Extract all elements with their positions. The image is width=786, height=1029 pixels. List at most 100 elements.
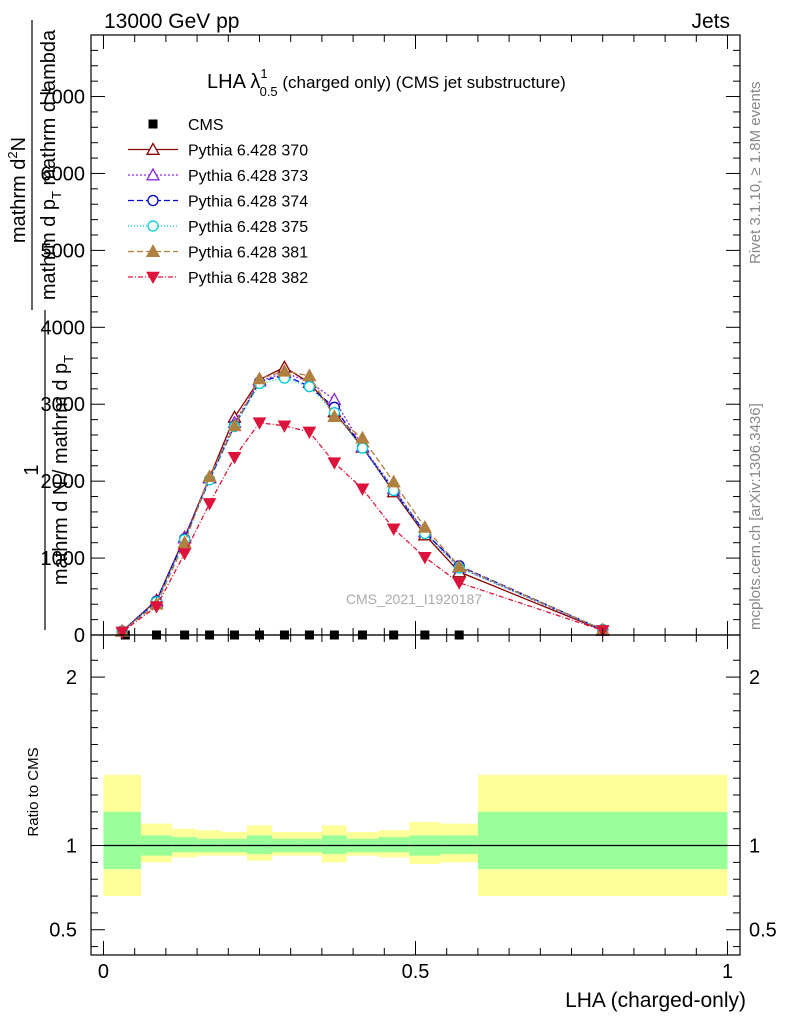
ylabel-numerator-bottom: mathrm d pT mathrm d lambda xyxy=(38,29,64,300)
legend-label: Pythia 6.428 382 xyxy=(188,270,308,287)
series-5-line xyxy=(121,370,603,632)
legend-item: Pythia 6.428 373 xyxy=(128,167,308,185)
legend-item: CMS xyxy=(148,117,224,134)
series-6-point xyxy=(227,452,242,465)
legend-label: Pythia 6.428 381 xyxy=(188,245,308,262)
rivet-version-label: Rivet 3.1.10, ≥ 1.8M events xyxy=(747,82,764,265)
legend-item: Pythia 6.428 382 xyxy=(128,270,308,287)
main-x-ticks xyxy=(102,35,729,635)
y-tick-label: 4000 xyxy=(41,317,86,339)
ratio-y-tick-label: 2 xyxy=(66,667,77,689)
series-5-point xyxy=(386,474,401,488)
y-tick-label: 6000 xyxy=(41,163,86,185)
series-6-point xyxy=(327,457,342,470)
series-5-point xyxy=(177,535,192,549)
series-6-point xyxy=(252,417,267,430)
ratio-band-inner xyxy=(321,835,347,854)
legend-marker xyxy=(147,194,159,207)
y-tick-label: 7000 xyxy=(41,87,86,109)
legend-marker xyxy=(147,220,159,232)
ratio-y-tick-label: 0.5 xyxy=(49,920,77,942)
legend-label: Pythia 6.428 375 xyxy=(188,219,308,236)
main-y-ticks: 0 1000 2000 3000 4000 5000 6000 7000 xyxy=(41,34,740,647)
series-6-point xyxy=(115,626,130,639)
ratio-y-tick-label: 1 xyxy=(66,836,77,858)
legend-label: Pythia 6.428 374 xyxy=(188,194,308,211)
series-6-point xyxy=(149,601,164,614)
series-6-point xyxy=(452,577,467,590)
legend-label: CMS xyxy=(188,117,224,134)
series-6-point xyxy=(177,548,192,561)
energy-label: 13000 GeV pp xyxy=(104,10,239,33)
ylabel-one: 1 xyxy=(21,464,43,475)
x-tick-label: 0 xyxy=(98,961,109,983)
series-5-point xyxy=(327,409,342,422)
ratio-y-tick-label-right: 2 xyxy=(749,667,760,689)
series-4-point xyxy=(356,442,369,454)
x-tick-label: 0.5 xyxy=(402,961,430,983)
series-5-point xyxy=(302,368,317,382)
series-6-point xyxy=(202,498,217,511)
analysis-watermark: CMS_2021_I1920187 xyxy=(346,591,482,607)
ylabel-numerator: mathrm d2N xyxy=(5,137,30,243)
series-5-point xyxy=(277,363,292,377)
series-5-point xyxy=(417,519,432,533)
ratio-band-inner xyxy=(440,835,478,854)
series-2-line xyxy=(121,372,603,632)
legend-item: Pythia 6.428 374 xyxy=(128,194,308,211)
ratio-y-tick-label-right: 0.5 xyxy=(749,920,777,942)
ratio-x-ticks: 0 0.5 1 xyxy=(98,635,733,983)
y-tick-label: 1000 xyxy=(41,548,86,570)
y-tick-label: 3000 xyxy=(41,394,86,416)
category-label: Jets xyxy=(691,10,730,33)
ratio-y-tick-label-right: 1 xyxy=(749,836,760,858)
ratio-band-inner xyxy=(247,835,272,854)
series-6 xyxy=(115,417,610,639)
ratio-band-inner xyxy=(477,811,728,870)
series-6-point xyxy=(418,552,432,565)
title-rest: (charged only) (CMS jet substructure) xyxy=(278,73,566,92)
ratio-bands xyxy=(103,774,728,897)
series-layer xyxy=(115,359,610,640)
x-tick-label: 1 xyxy=(722,961,733,983)
legend-marker xyxy=(148,119,158,129)
mcplots-site-label: mcplots.cern.ch [arXiv:1306.3436] xyxy=(747,403,764,630)
main-y-label: 1 mathrm d N / mathrm d pT mathrm d2N ma… xyxy=(5,20,76,630)
title-sub: 0.5 xyxy=(260,84,278,99)
title-main: LHA λ xyxy=(207,71,260,93)
legend-label: Pythia 6.428 370 xyxy=(188,143,308,160)
legend-marker xyxy=(146,271,160,285)
plot-title: LHA λ1 0.5 (charged only) (CMS jet substr… xyxy=(207,66,566,99)
legend-marker xyxy=(145,244,161,257)
title-sup: 1 xyxy=(260,66,267,81)
legend-item: Pythia 6.428 381 xyxy=(128,244,308,262)
ratio-plot: 0.5 0.51 12 2 0 0.5 1 xyxy=(49,634,777,983)
series-5-point xyxy=(202,469,217,482)
legend-item: Pythia 6.428 375 xyxy=(128,219,308,236)
legend-marker xyxy=(145,142,161,155)
ratio-band-inner xyxy=(378,837,410,853)
series-5-point xyxy=(227,418,242,432)
series-6-line xyxy=(121,422,603,633)
series-6-point xyxy=(277,420,292,433)
main-plot: 0 1000 2000 3000 4000 5000 6000 7000 xyxy=(41,34,741,647)
series-5-point xyxy=(355,430,370,444)
series-4-point xyxy=(303,380,316,393)
ratio-y-label: Ratio to CMS xyxy=(25,747,42,836)
ratio-band-inner xyxy=(103,811,141,870)
series-3-line xyxy=(121,374,603,632)
ratio-y-ticks: 0.5 0.5 1 1 2 2 xyxy=(49,659,777,948)
y-tick-label: 5000 xyxy=(41,240,86,262)
ratio-band-inner xyxy=(172,837,198,853)
ylabel-denominator: mathrm d N / mathrm d pT xyxy=(50,355,76,585)
x-axis-label: LHA (charged-only) xyxy=(565,989,746,1012)
series-6-point xyxy=(302,426,317,439)
series-5-point xyxy=(452,559,467,572)
legend-item: Pythia 6.428 370 xyxy=(128,142,308,160)
y-tick-label: 2000 xyxy=(41,471,86,493)
series-5-point xyxy=(252,371,267,385)
series-6-point xyxy=(355,483,370,496)
series-6-point xyxy=(386,523,401,536)
